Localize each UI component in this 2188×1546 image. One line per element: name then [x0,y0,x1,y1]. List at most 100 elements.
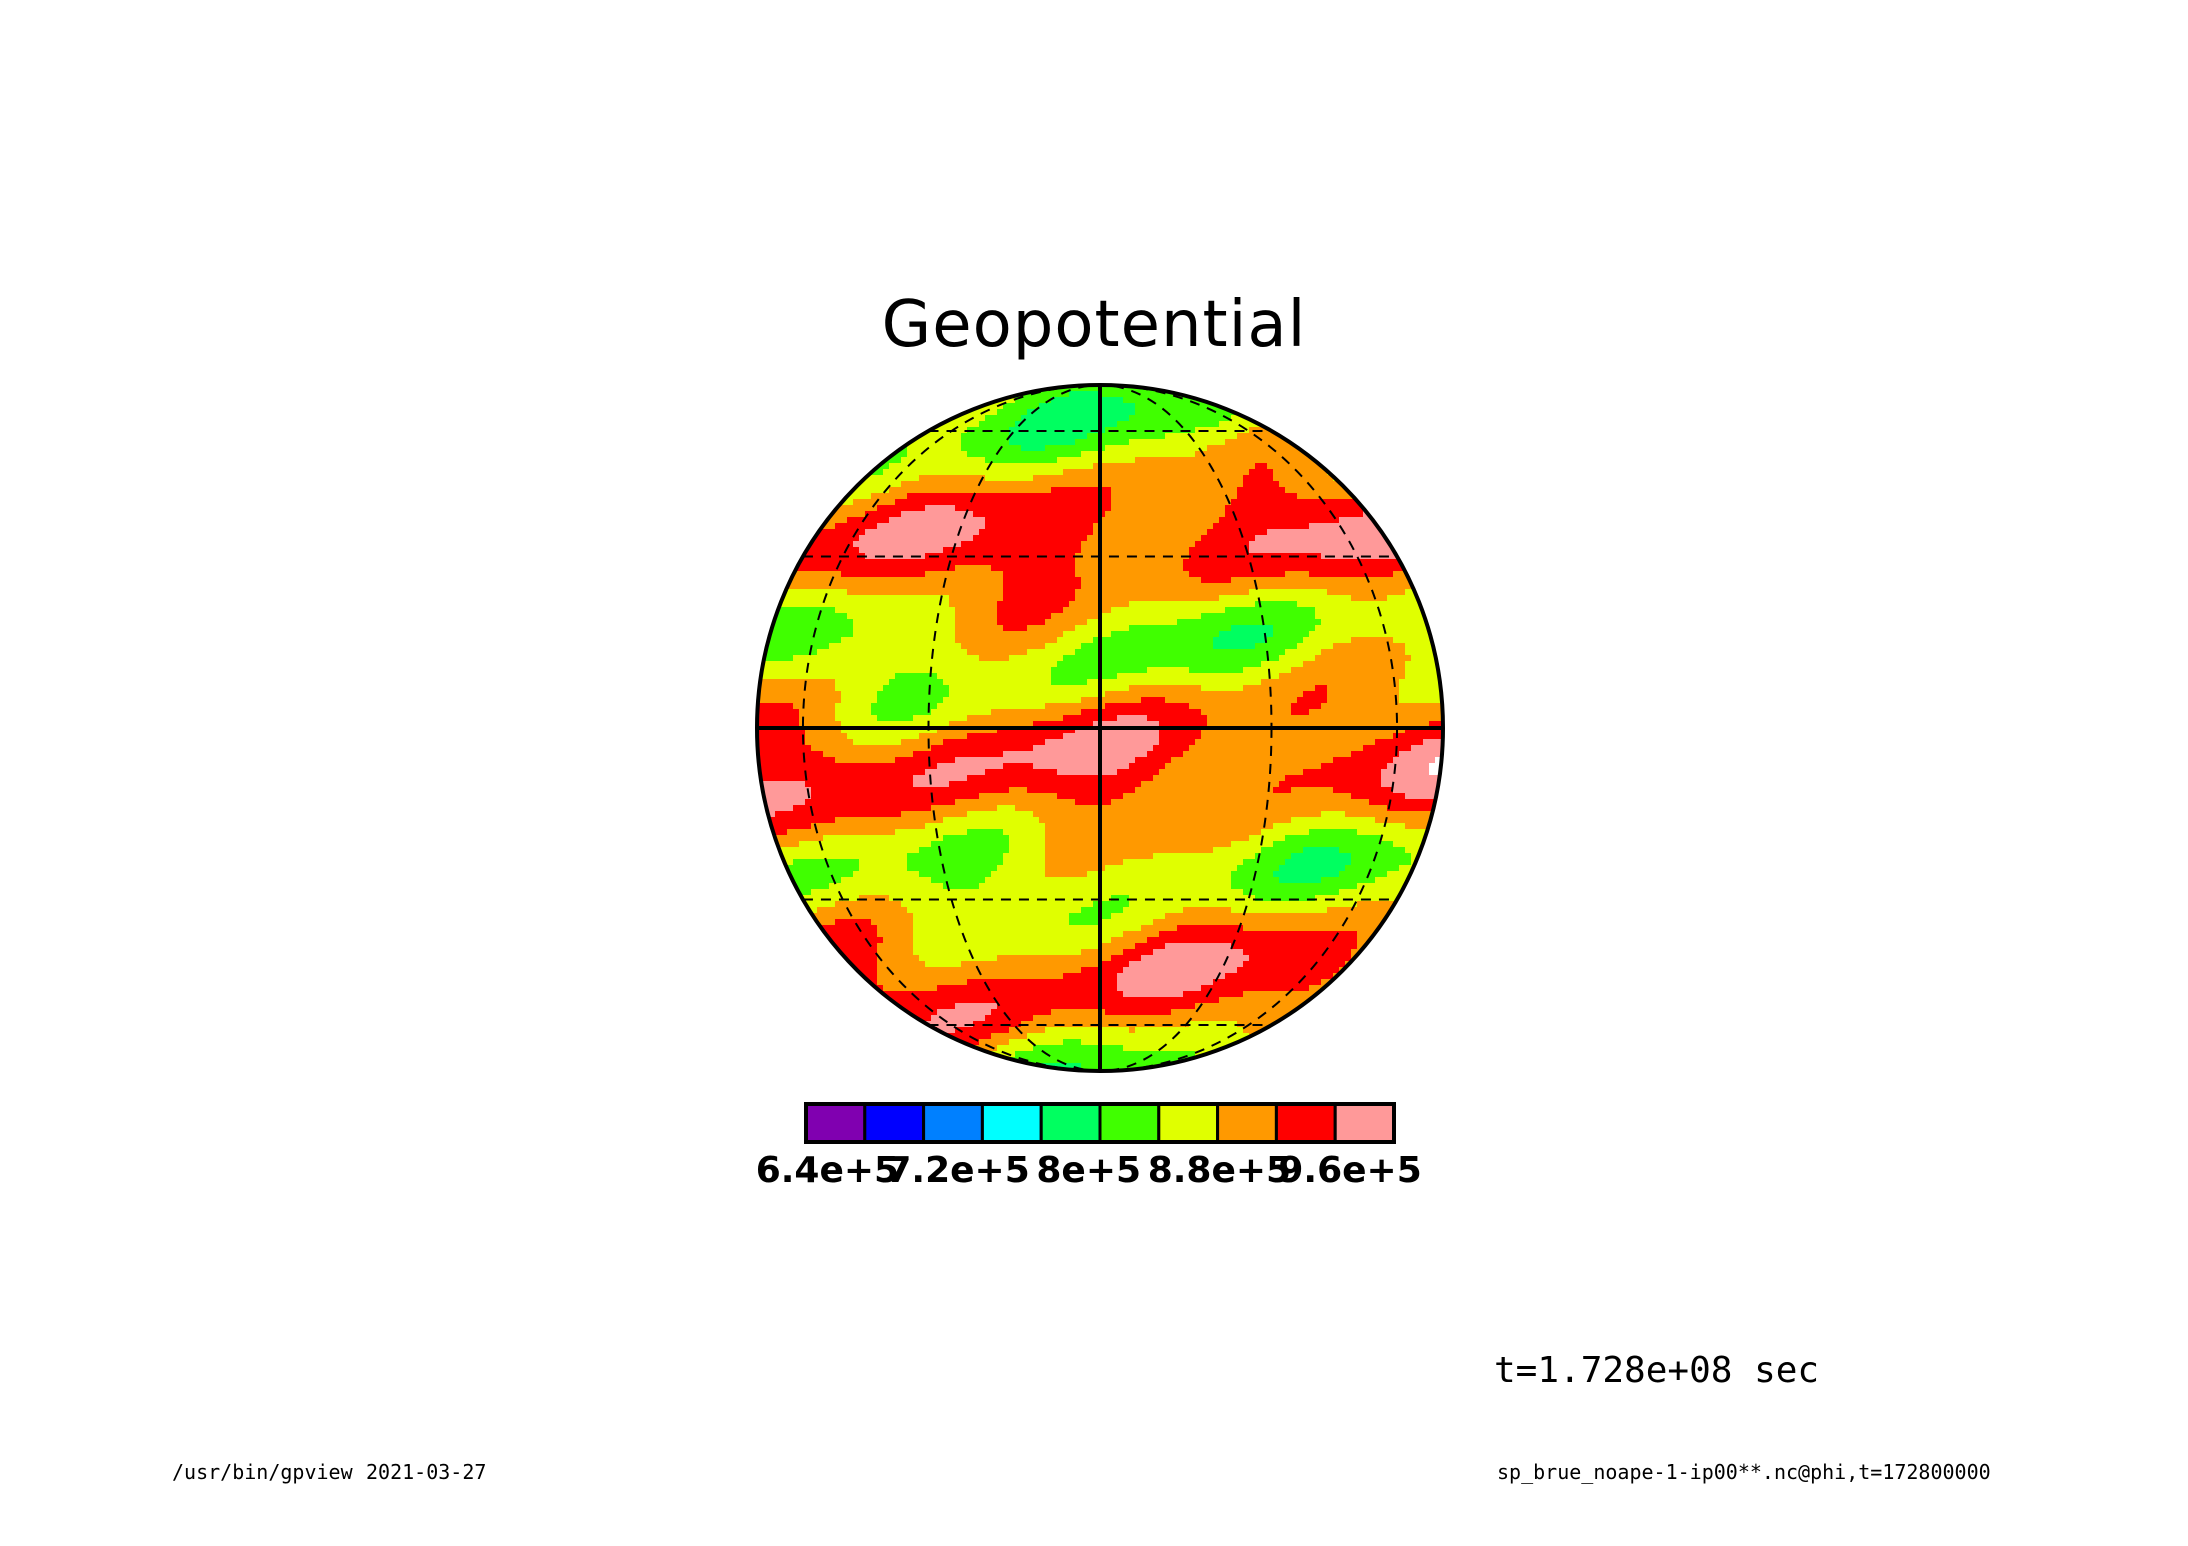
field-cell [1171,685,1178,692]
field-cell [1303,673,1310,680]
field-cell [973,481,980,488]
field-cell [865,625,872,632]
field-cell [877,673,884,680]
field-cell [1027,643,1034,650]
field-cell [1261,535,1268,542]
field-cell [1195,493,1202,500]
field-cell [1057,541,1064,548]
field-cell [1045,433,1052,440]
field-cell [1315,691,1322,698]
field-cell [991,493,998,500]
field-cell [1357,679,1364,686]
field-cell [1357,517,1364,524]
field-cell [1363,583,1370,590]
field-cell [1003,679,1010,686]
field-cell [1063,391,1070,398]
field-cell [1363,667,1370,674]
field-cell [1147,625,1154,632]
field-cell [1219,409,1226,416]
field-cell [1303,505,1310,512]
field-cell [1039,421,1046,428]
field-cell [1129,391,1136,398]
field-cell [1063,451,1070,458]
field-cell [1285,619,1292,626]
field-cell [1339,571,1346,578]
field-cell [1129,583,1136,590]
field-cell [1405,655,1412,662]
field-cell [955,511,962,518]
field-cell [1399,625,1406,632]
field-cell [1009,445,1016,452]
field-cell [889,457,896,464]
field-cell [1285,637,1292,644]
field-cell [1021,535,1028,542]
field-cell [949,469,956,476]
field-cell [829,697,836,704]
field-cell [1417,697,1424,704]
field-cell [1159,421,1166,428]
field-cell [1183,457,1190,464]
field-cell [1165,703,1172,710]
field-cell [1183,409,1190,416]
field-cell [835,565,842,572]
field-cell [919,685,926,692]
field-cell [1381,661,1388,668]
field-cell [991,547,998,554]
field-cell [1111,547,1118,554]
field-cell [1153,463,1160,470]
field-cell [955,697,962,704]
field-cell [1033,577,1040,584]
field-cell [1045,475,1052,482]
field-cell [973,607,980,614]
field-cell [1057,475,1064,482]
field-cell [1183,397,1190,404]
field-cell [931,685,938,692]
field-cell [1303,571,1310,578]
field-cell [1099,487,1106,494]
field-cell [1411,649,1418,656]
field-cell [1183,463,1190,470]
field-cell [1087,541,1094,548]
field-cell [919,535,926,542]
field-cell [1051,625,1058,632]
field-cell [1033,517,1040,524]
field-cell [991,649,998,656]
field-cell [1393,595,1400,602]
field-cell [805,607,812,614]
field-cell [1003,607,1010,614]
field-cell [1351,601,1358,608]
field-cell [1093,403,1100,410]
field-cell [1171,469,1178,476]
field-cell [1309,697,1316,704]
field-cell [979,613,986,620]
field-cell [1309,703,1316,710]
field-cell [973,631,980,638]
field-cell [1111,607,1118,614]
field-cell [1297,625,1304,632]
field-cell [829,565,836,572]
field-cell [1195,487,1202,494]
field-cell [1045,505,1052,512]
field-cell [1141,649,1148,656]
field-cell [853,601,860,608]
field-cell [955,685,962,692]
field-cell [1129,439,1136,446]
field-cell [901,625,908,632]
field-cell [889,505,896,512]
field-cell [1093,499,1100,506]
field-cell [1075,667,1082,674]
field-cell [1099,523,1106,530]
field-cell [865,487,872,494]
field-cell [1351,607,1358,614]
field-cell [799,679,806,686]
field-cell [1171,547,1178,554]
field-cell [1225,421,1232,428]
field-cell [925,529,932,536]
field-cell [1279,577,1286,584]
field-cell [1231,655,1238,662]
field-cell [829,601,836,608]
field-cell [1231,601,1238,608]
field-cell [835,577,842,584]
field-cell [1153,703,1160,710]
field-cell [1207,553,1214,560]
